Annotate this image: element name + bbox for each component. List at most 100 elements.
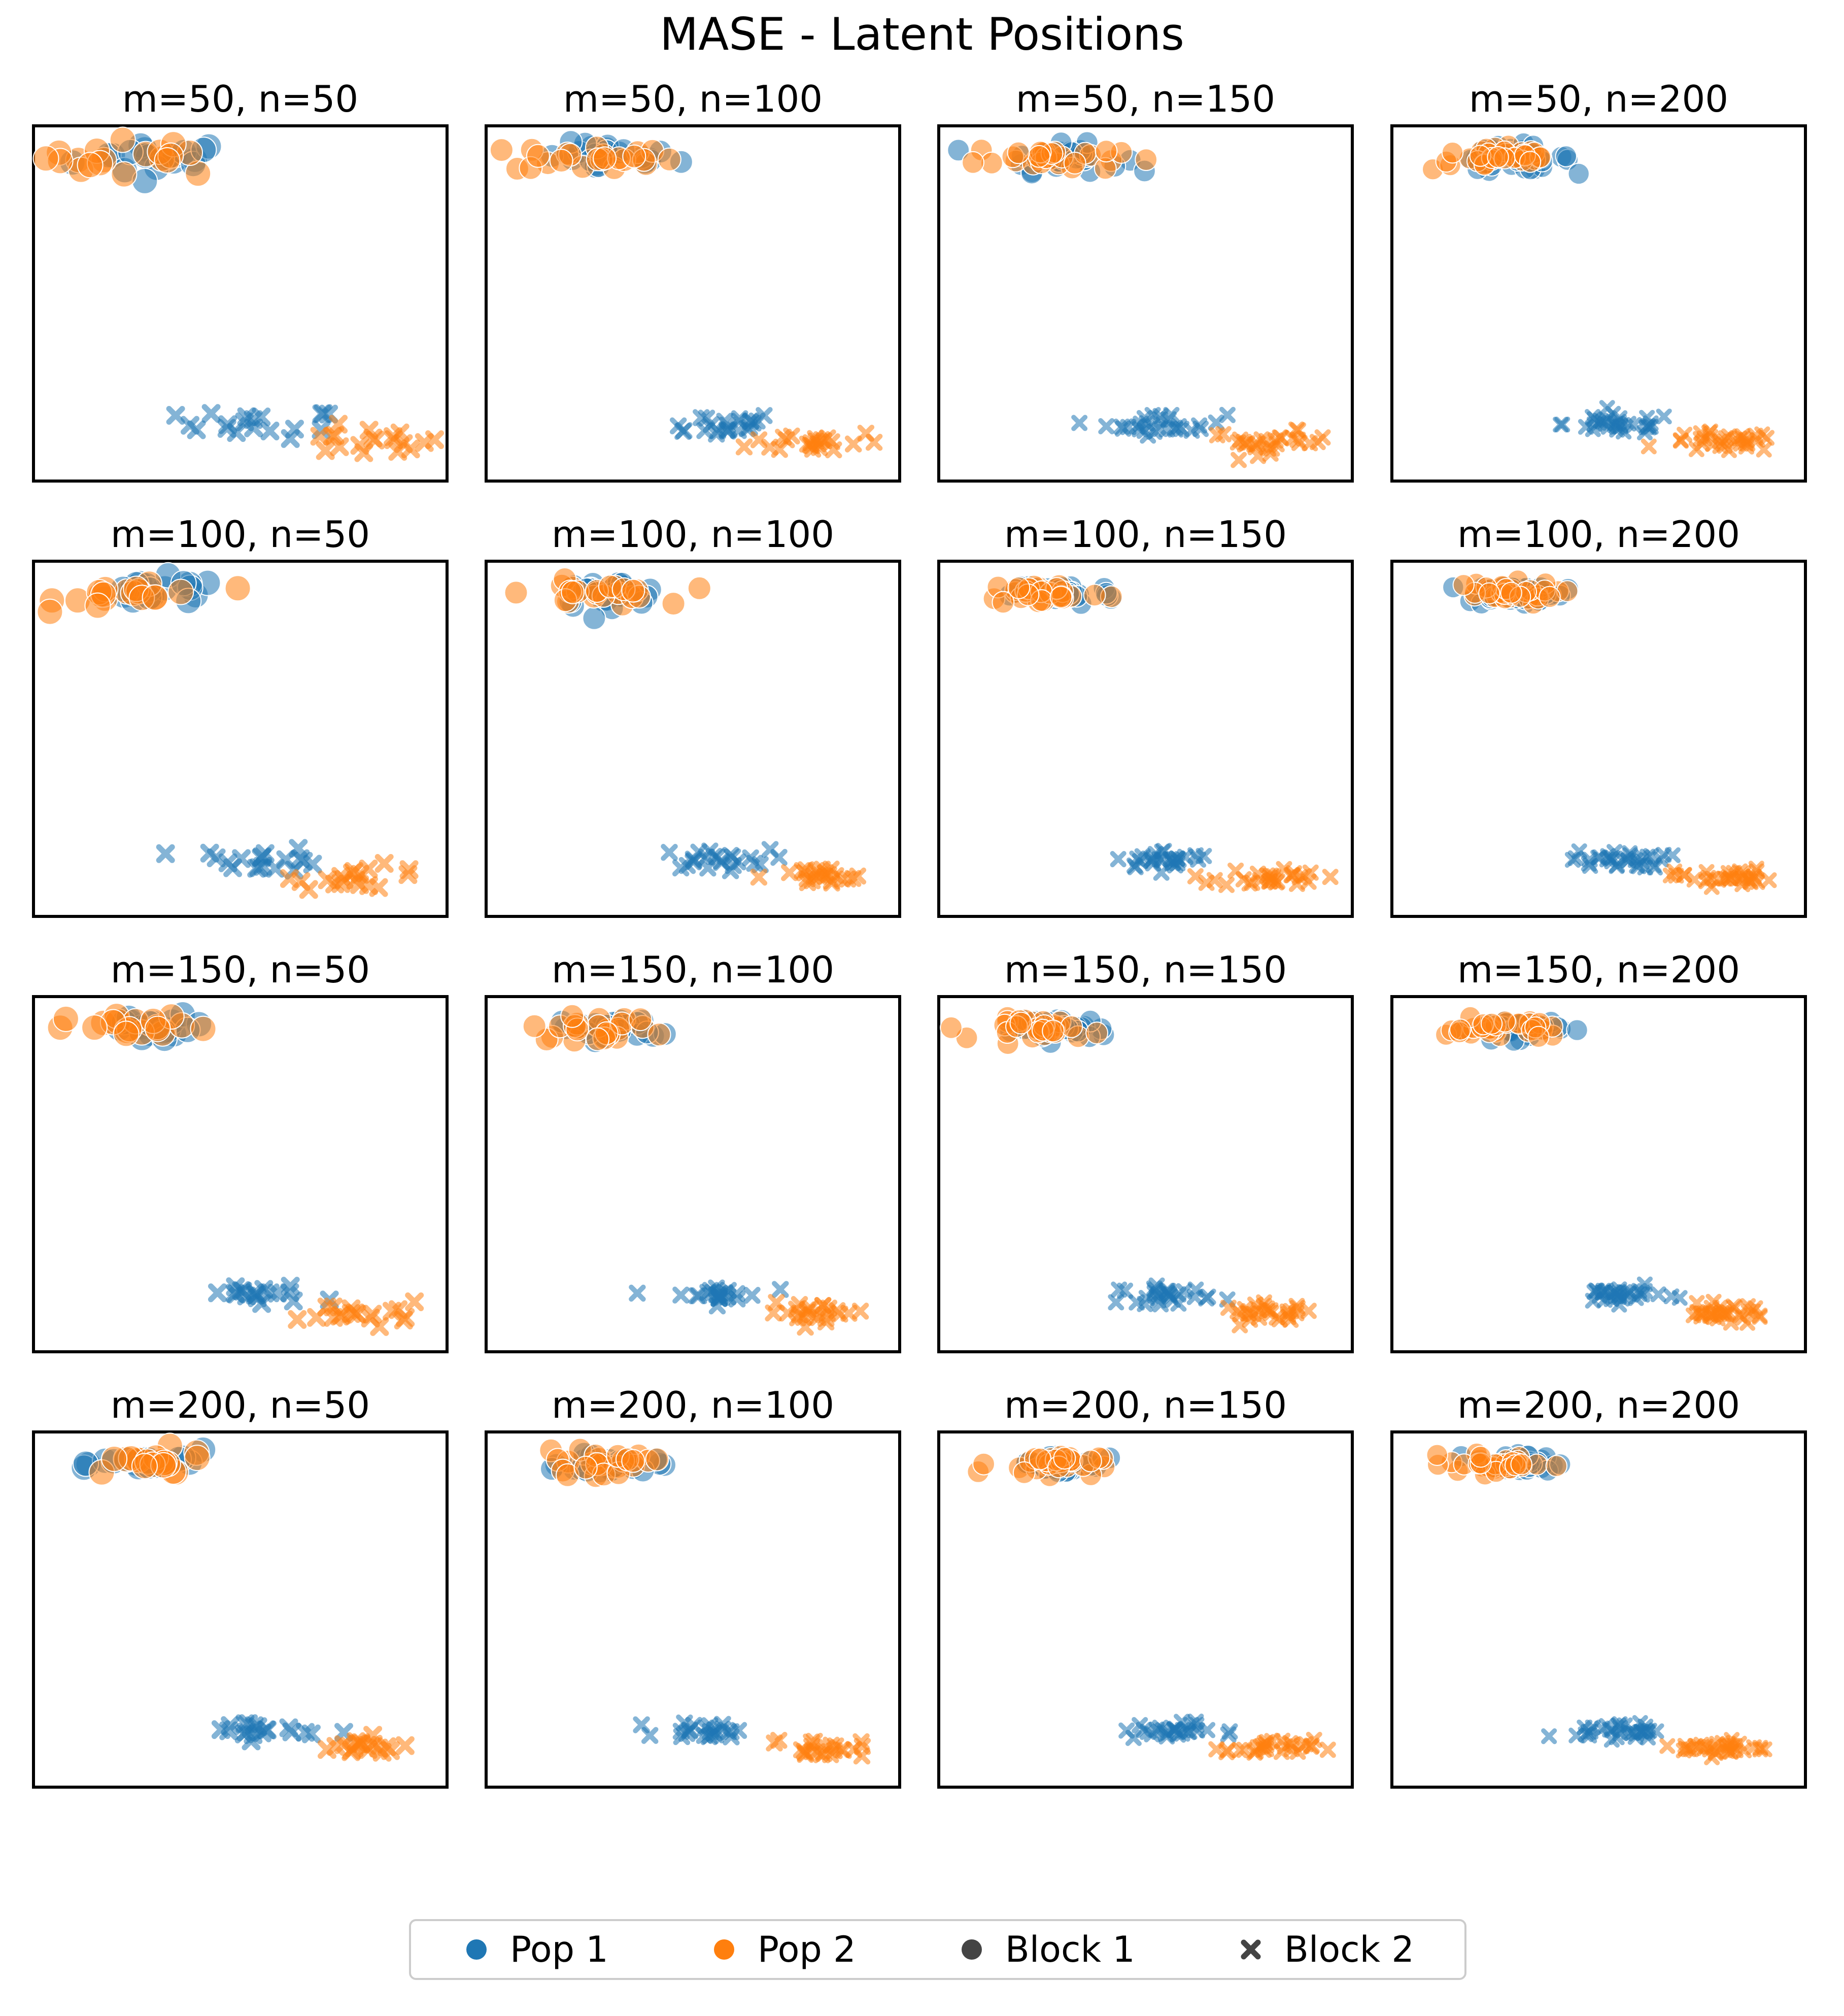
point-block1 bbox=[1480, 1012, 1503, 1035]
point-block2 bbox=[853, 1747, 871, 1765]
point-block2 bbox=[1721, 428, 1737, 445]
point-block2 bbox=[302, 1724, 321, 1744]
point-block2 bbox=[1241, 875, 1258, 892]
point-block2 bbox=[1666, 863, 1683, 879]
point-block1 bbox=[1007, 141, 1030, 164]
point-block2 bbox=[1664, 847, 1681, 863]
point-block2 bbox=[1637, 1283, 1653, 1299]
point-block2 bbox=[201, 404, 221, 423]
point-block2 bbox=[713, 853, 730, 871]
point-block2 bbox=[1231, 452, 1247, 468]
point-block1 bbox=[84, 592, 111, 619]
point-block2 bbox=[1704, 1749, 1720, 1765]
panel-title: m=150, n=150 bbox=[1004, 948, 1287, 991]
point-block2 bbox=[744, 415, 762, 432]
point-block2 bbox=[1209, 427, 1225, 443]
point-block2 bbox=[697, 1719, 714, 1737]
panel-9: m=150, n=50 bbox=[32, 948, 449, 1353]
point-block2 bbox=[218, 415, 237, 434]
point-block2 bbox=[1250, 448, 1267, 464]
point-block1 bbox=[32, 145, 59, 172]
panel-title: m=50, n=50 bbox=[122, 78, 358, 120]
point-block2 bbox=[1188, 1722, 1205, 1739]
point-block2 bbox=[743, 1287, 761, 1304]
point-block1 bbox=[77, 152, 104, 179]
point-block1 bbox=[647, 1022, 671, 1047]
panel-12: m=150, n=200 bbox=[1390, 948, 1807, 1353]
point-block1 bbox=[1478, 582, 1500, 605]
point-block1 bbox=[561, 580, 585, 604]
point-block2 bbox=[247, 1285, 266, 1304]
point-block2 bbox=[1306, 1731, 1322, 1748]
point-block1 bbox=[593, 146, 617, 170]
point-block2 bbox=[750, 431, 768, 449]
point-block2 bbox=[1167, 1721, 1183, 1737]
point-block2 bbox=[1261, 873, 1278, 890]
pop1-circle-icon bbox=[461, 1934, 492, 1965]
point-block1 bbox=[1510, 1453, 1532, 1476]
point-block2 bbox=[329, 415, 348, 434]
point-block2 bbox=[1165, 1291, 1181, 1308]
block2-cross-icon bbox=[1236, 1934, 1266, 1965]
point-block2 bbox=[672, 1286, 690, 1304]
point-block2 bbox=[1553, 417, 1569, 433]
point-block1 bbox=[1487, 146, 1509, 168]
point-block1 bbox=[190, 1015, 217, 1042]
point-block2 bbox=[233, 1282, 252, 1301]
point-block2 bbox=[1608, 1288, 1624, 1305]
point-block2 bbox=[247, 859, 266, 878]
point-block1 bbox=[645, 1447, 669, 1472]
point-block2 bbox=[156, 844, 175, 863]
point-block2 bbox=[1322, 869, 1339, 885]
panel-13: m=200, n=50 bbox=[32, 1384, 449, 1789]
point-block2 bbox=[374, 854, 394, 873]
point-block2 bbox=[1585, 409, 1601, 425]
point-block1 bbox=[144, 1015, 171, 1042]
point-block2 bbox=[326, 1737, 346, 1756]
point-block2 bbox=[1721, 442, 1737, 458]
point-block1 bbox=[992, 591, 1015, 614]
point-block2 bbox=[728, 1290, 746, 1308]
point-block2 bbox=[814, 1296, 832, 1314]
point-block1 bbox=[1049, 586, 1073, 609]
point-block2 bbox=[713, 1288, 731, 1306]
point-block2 bbox=[766, 1734, 783, 1752]
point-block2 bbox=[1648, 1723, 1664, 1739]
point-block2 bbox=[1282, 1735, 1299, 1752]
point-block2 bbox=[1220, 1726, 1237, 1743]
point-block1 bbox=[687, 576, 711, 600]
point-block2 bbox=[633, 1716, 650, 1733]
point-block1 bbox=[1135, 148, 1158, 172]
panel-7: m=100, n=150 bbox=[937, 513, 1354, 918]
point-block2 bbox=[218, 853, 237, 872]
point-block1 bbox=[111, 161, 138, 188]
point-block1 bbox=[489, 138, 514, 162]
panel-10: m=150, n=100 bbox=[485, 948, 901, 1353]
panel-3: m=50, n=150 bbox=[937, 78, 1354, 483]
point-block1 bbox=[1545, 1455, 1568, 1477]
point-block1 bbox=[113, 1020, 140, 1047]
point-block2 bbox=[1136, 409, 1153, 427]
point-block2 bbox=[1125, 1729, 1142, 1746]
point-block1 bbox=[504, 580, 528, 605]
point-block2 bbox=[1165, 854, 1182, 871]
point-block2 bbox=[1200, 1288, 1216, 1305]
point-block1 bbox=[131, 1453, 158, 1480]
point-block2 bbox=[1754, 426, 1770, 442]
point-block2 bbox=[865, 433, 883, 451]
panel-title: m=200, n=100 bbox=[552, 1384, 834, 1426]
point-block1 bbox=[167, 578, 194, 605]
point-block2 bbox=[735, 438, 753, 456]
point-block2 bbox=[810, 868, 828, 885]
legend-label-block1: Block 1 bbox=[1005, 1929, 1135, 1970]
point-block2 bbox=[1208, 414, 1224, 431]
point-block2 bbox=[1237, 1301, 1253, 1317]
point-block2 bbox=[1761, 872, 1777, 889]
panel-11: m=150, n=150 bbox=[937, 948, 1354, 1353]
point-block2 bbox=[1743, 874, 1759, 891]
point-block2 bbox=[314, 404, 333, 423]
point-block1 bbox=[1452, 574, 1475, 596]
point-block2 bbox=[761, 841, 779, 858]
point-block2 bbox=[334, 870, 354, 889]
